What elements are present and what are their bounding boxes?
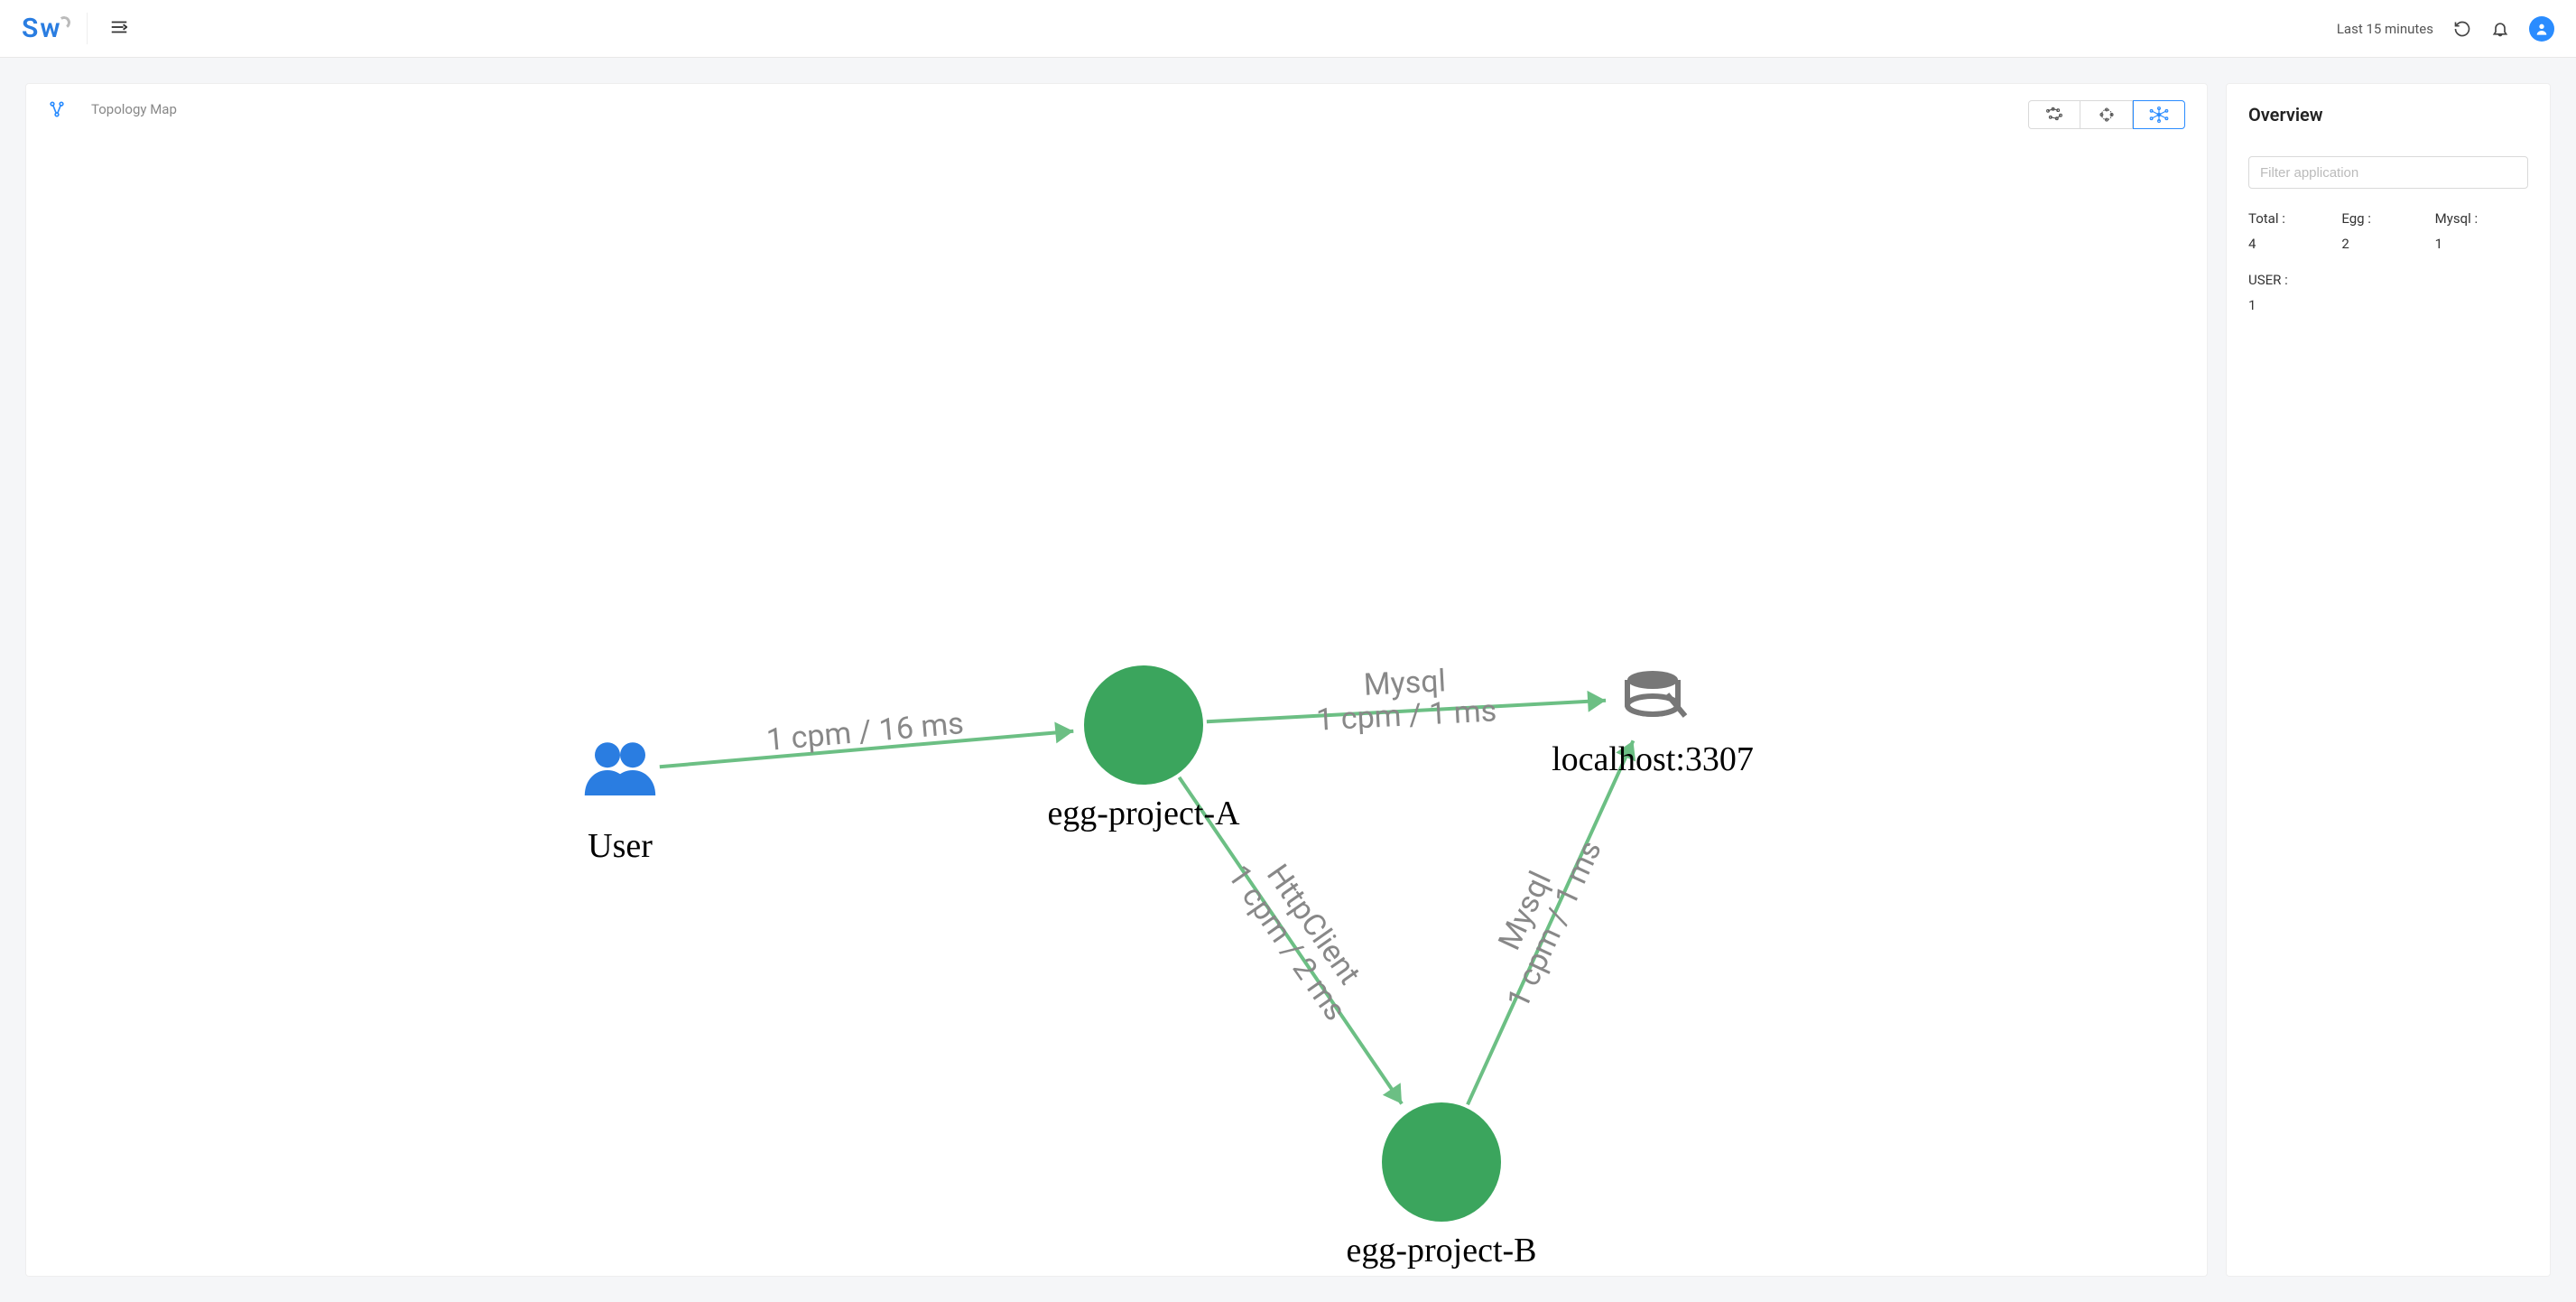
overview-card: Overview Total : 4Egg : 2Mysql : 1 USER : 1	[2226, 83, 2551, 1277]
top-header: Sw Last 15 minutes	[0, 0, 2576, 58]
topology-edge-label-line: 1 cpm / 1 ms	[1315, 693, 1497, 738]
service-node-icon	[1084, 665, 1203, 785]
topology-node-svcB[interactable]: egg-project-B	[1346, 1102, 1536, 1269]
logo-arc-icon	[57, 14, 71, 29]
topology-card: Topology Map 1 cpm / 16 msMysql1 cpm / 1…	[25, 83, 2208, 1277]
database-node-icon	[1627, 671, 1685, 716]
topology-node-user[interactable]: User	[585, 742, 655, 865]
topology-edge-arrow	[1587, 691, 1606, 712]
topology-edge-label: HttpClient1 cpm / 2 ms	[1220, 841, 1380, 1028]
topology-edge-label: Mysql1 cpm / 1 ms	[1313, 660, 1497, 738]
user-node-icon	[585, 742, 655, 795]
overview-stat: Mysql : 1	[2435, 210, 2528, 252]
topology-node-label: User	[588, 827, 653, 865]
user-avatar-button[interactable]	[2529, 16, 2554, 42]
view-mode-graph-icon	[2146, 106, 2172, 124]
topology-node-svcA[interactable]: egg-project-A	[1047, 665, 1240, 832]
view-mode-graph-button[interactable]	[2133, 100, 2185, 129]
filter-application-input[interactable]	[2248, 156, 2528, 189]
overview-stat-label: Total :	[2248, 210, 2341, 227]
refresh-icon[interactable]	[2453, 20, 2471, 38]
overview-title: Overview	[2248, 104, 2528, 126]
topology-node-label: egg-project-B	[1346, 1232, 1536, 1269]
overview-stat-value: 1	[2435, 236, 2528, 252]
overview-stat: USER : 1	[2248, 272, 2341, 313]
overview-stat-label: Egg :	[2341, 210, 2434, 227]
topology-edge-arrow	[1054, 721, 1073, 743]
overview-stat: Egg : 2	[2341, 210, 2434, 252]
user-avatar-icon	[2534, 22, 2549, 36]
menu-toggle-icon	[109, 17, 129, 37]
overview-stat-value: 4	[2248, 236, 2341, 252]
topology-node-label: localhost:3307	[1552, 740, 1754, 778]
overview-stat-label: Mysql :	[2435, 210, 2528, 227]
topology-canvas[interactable]: 1 cpm / 16 msMysql1 cpm / 1 msHttpClient…	[26, 84, 2207, 1276]
header-right: Last 15 minutes	[2337, 16, 2554, 42]
logo-s: S	[22, 13, 38, 44]
overview-stat-value: 2	[2341, 236, 2434, 252]
service-node-icon	[1382, 1102, 1501, 1222]
topology-edge-label: Mysql1 cpm / 1 ms	[1470, 822, 1608, 1014]
topology-node-db[interactable]: localhost:3307	[1552, 671, 1754, 778]
logo-w: w	[40, 13, 60, 44]
topology-edge-arrow	[1383, 1083, 1402, 1103]
overview-stat: Total : 4	[2248, 210, 2341, 252]
bell-icon[interactable]	[2491, 20, 2509, 38]
topology-node-label: egg-project-A	[1047, 795, 1240, 832]
logo[interactable]: Sw	[22, 13, 88, 44]
main-content: Topology Map 1 cpm / 16 msMysql1 cpm / 1…	[0, 58, 2576, 1302]
overview-stat-value: 1	[2248, 297, 2341, 313]
menu-toggle-button[interactable]	[104, 12, 134, 46]
overview-stats: Total : 4Egg : 2Mysql : 1 USER : 1	[2248, 210, 2528, 313]
time-range-label[interactable]: Last 15 minutes	[2337, 21, 2433, 37]
overview-stat-label: USER :	[2248, 272, 2341, 288]
